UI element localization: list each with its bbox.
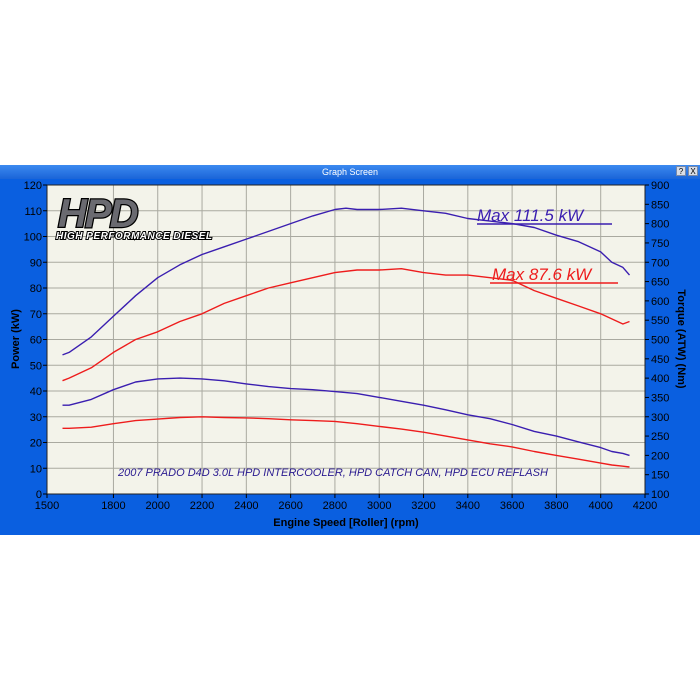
x-tick-label: 3600 bbox=[500, 500, 524, 512]
right-tick-label: 100 bbox=[651, 489, 669, 501]
x-axis-ticks: 1500 1800 2000 2200 2400 2600 2800 3000 3200 3400… bbox=[35, 494, 657, 512]
close-button[interactable]: X bbox=[688, 166, 698, 176]
right-tick-label: 800 bbox=[651, 219, 669, 231]
left-tick-label: 20 bbox=[30, 438, 42, 450]
left-tick-label: 80 bbox=[30, 283, 42, 295]
x-tick-label: 2800 bbox=[323, 500, 347, 512]
left-tick-label: 70 bbox=[30, 309, 42, 321]
left-axis-ticks: 0 10 20 30 40 50 60 70 80 90 100 110 120 bbox=[24, 180, 47, 501]
x-tick-label: 3800 bbox=[544, 500, 568, 512]
left-tick-label: 50 bbox=[30, 360, 42, 372]
left-tick-label: 0 bbox=[36, 489, 42, 501]
right-tick-label: 300 bbox=[651, 412, 669, 424]
graph-window: Graph Screen ? X HPD HIGH PERFORMANCE DI… bbox=[0, 165, 700, 535]
series-group bbox=[62, 207, 631, 468]
right-tick-label: 550 bbox=[651, 315, 669, 327]
dyno-chart: HPD HIGH PERFORMANCE DIESEL 1500 1800 2000… bbox=[10, 180, 687, 529]
x-tick-label: 2400 bbox=[234, 500, 258, 512]
left-tick-label: 40 bbox=[30, 386, 42, 398]
left-tick-label: 30 bbox=[30, 412, 42, 424]
x-tick-label: 3000 bbox=[367, 500, 391, 512]
grid bbox=[47, 185, 645, 494]
right-tick-label: 150 bbox=[651, 470, 669, 482]
window-titlebar: Graph Screen ? X bbox=[0, 165, 700, 179]
x-tick-label: 2200 bbox=[190, 500, 214, 512]
series-red-power bbox=[62, 267, 630, 382]
series-red-torque bbox=[62, 416, 630, 468]
series-purple-torque bbox=[62, 377, 630, 457]
x-tick-label: 2600 bbox=[278, 500, 302, 512]
left-tick-label: 110 bbox=[24, 206, 42, 218]
series-purple-power bbox=[62, 207, 631, 356]
right-tick-label: 650 bbox=[651, 277, 669, 289]
right-tick-label: 750 bbox=[651, 238, 669, 250]
logo-sub: HIGH PERFORMANCE DIESEL bbox=[56, 231, 213, 242]
x-tick-label: 2000 bbox=[145, 500, 169, 512]
right-tick-label: 850 bbox=[651, 199, 669, 211]
right-tick-label: 350 bbox=[651, 392, 669, 404]
right-tick-label: 500 bbox=[651, 335, 669, 347]
right-tick-label: 250 bbox=[651, 431, 669, 443]
right-tick-label: 600 bbox=[651, 296, 669, 308]
left-axis-label: Power (kW) bbox=[10, 309, 22, 369]
left-tick-label: 100 bbox=[24, 232, 42, 244]
x-tick-label: 3200 bbox=[411, 500, 435, 512]
x-tick-label: 4000 bbox=[588, 500, 612, 512]
max-power-purple-annotation: Max 111.5 kW bbox=[477, 206, 585, 225]
x-axis-label: Engine Speed [Roller] (rpm) bbox=[273, 517, 419, 529]
hpd-logo: HPD HIGH PERFORMANCE DIESEL bbox=[55, 191, 213, 243]
left-tick-label: 60 bbox=[30, 335, 42, 347]
vehicle-note: 2007 PRADO D4D 3.0L HPD INTERCOOLER, HPD… bbox=[117, 467, 548, 479]
right-tick-label: 700 bbox=[651, 257, 669, 269]
right-axis-ticks: 100 150 200 250 300 350 400 450 500 550 600 650 700 7… bbox=[645, 180, 669, 501]
window-title: Graph Screen bbox=[321, 167, 379, 177]
max-power-red-annotation: Max 87.6 kW bbox=[492, 265, 593, 284]
right-tick-label: 400 bbox=[651, 373, 669, 385]
left-tick-label: 120 bbox=[24, 180, 42, 192]
help-button[interactable]: ? bbox=[676, 166, 686, 176]
right-tick-label: 900 bbox=[651, 180, 669, 192]
x-tick-label: 1500 bbox=[35, 500, 59, 512]
right-tick-label: 200 bbox=[651, 450, 669, 462]
x-tick-label: 1800 bbox=[101, 500, 125, 512]
left-tick-label: 10 bbox=[30, 463, 42, 475]
x-tick-label: 3400 bbox=[456, 500, 480, 512]
logo-main: HPD bbox=[58, 192, 138, 236]
x-tick-label: 4200 bbox=[633, 500, 657, 512]
right-axis-label: Torque (ATW) (Nm) bbox=[675, 289, 687, 389]
left-tick-label: 90 bbox=[30, 257, 42, 269]
right-tick-label: 450 bbox=[651, 354, 669, 366]
